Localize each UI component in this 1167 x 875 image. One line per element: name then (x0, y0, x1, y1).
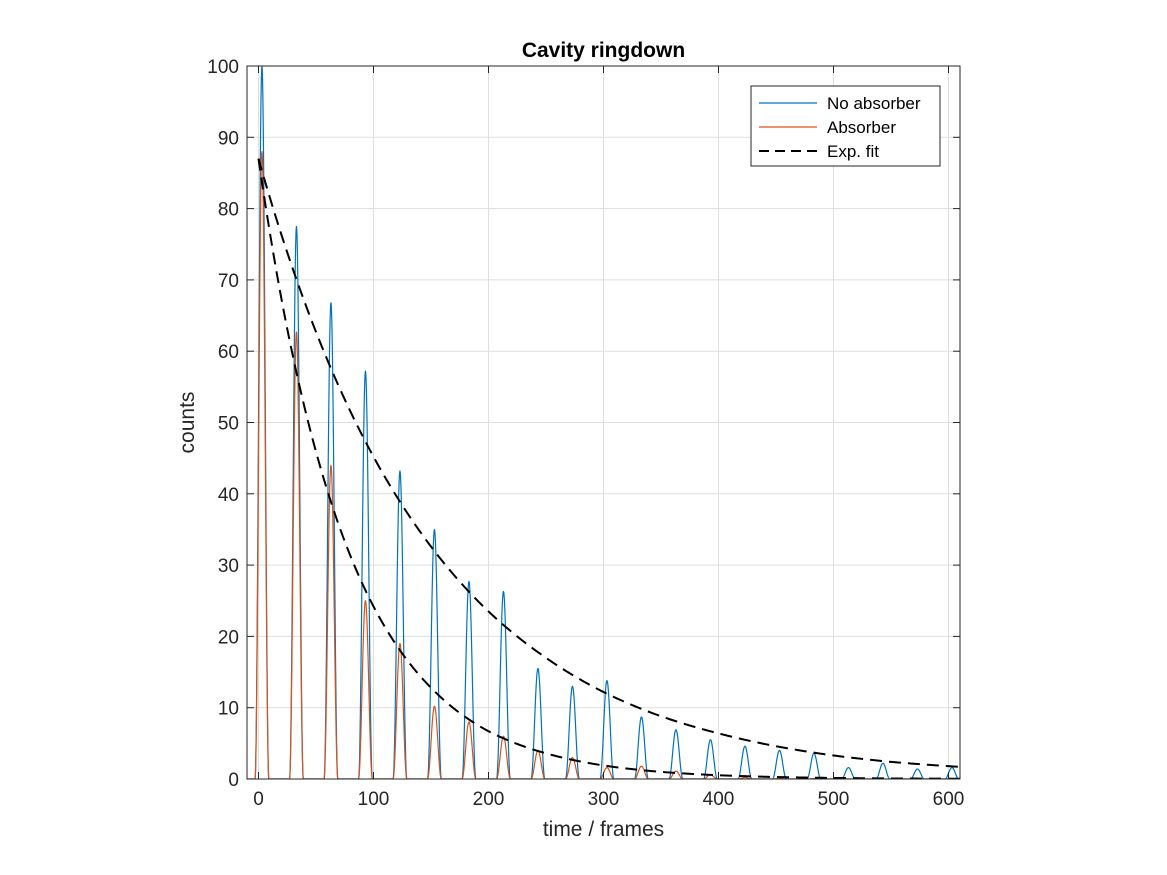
legend-label-exp-fit: Exp. fit (827, 142, 879, 161)
y-tick-label: 50 (218, 414, 239, 435)
legend: No absorber Absorber Exp. fit (750, 85, 941, 167)
x-tick-label: 0 (253, 789, 264, 810)
x-tick-label: 300 (588, 789, 620, 810)
x-tick-label: 200 (473, 789, 505, 810)
series-line-no-absorber (247, 66, 960, 779)
y-tick-label: 30 (218, 556, 239, 577)
x-tick-label: 500 (818, 789, 850, 810)
y-tick-label: 10 (218, 699, 239, 720)
x-tick-label: 400 (703, 789, 735, 810)
y-tick-label: 70 (218, 271, 239, 292)
y-axis-label: counts (176, 392, 199, 454)
exp-fit-curve-1 (257, 158, 960, 768)
y-tick-label: 40 (218, 485, 239, 506)
chart-title: Cavity ringdown (522, 39, 685, 62)
x-axis-label: time / frames (543, 818, 664, 841)
y-tick-label: 0 (228, 770, 239, 791)
x-tick-label: 600 (933, 789, 965, 810)
y-tick-label: 100 (207, 57, 239, 78)
y-tick-label: 90 (218, 128, 239, 149)
axis-ticks: 0 100 200 300 400 500 600 0 10 20 30 40 50 60 70 80 90 10… (207, 57, 964, 810)
legend-label-absorber: Absorber (827, 118, 896, 137)
y-tick-label: 60 (218, 342, 239, 363)
legend-label-no-absorber: No absorber (827, 94, 921, 113)
x-tick-label: 100 (358, 789, 390, 810)
y-tick-label: 20 (218, 627, 239, 648)
legend-box (750, 85, 941, 167)
y-tick-label: 80 (218, 200, 239, 221)
exp-fit-curve-2 (257, 158, 960, 779)
